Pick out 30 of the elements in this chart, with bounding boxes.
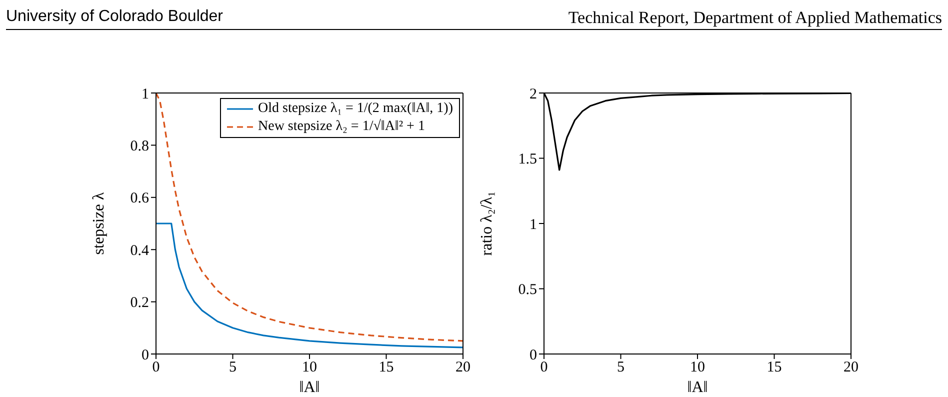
y-tick-label: 0.4 [130, 242, 150, 259]
x-tick-label: 10 [690, 360, 705, 376]
x-tick-label: 10 [302, 360, 317, 376]
y-tick-label: 0 [530, 347, 537, 364]
y-tick-label: 1.5 [518, 152, 537, 168]
x-tick-label: 0 [152, 360, 160, 376]
y-tick-label: 1 [142, 86, 149, 102]
x-tick-label: 15 [766, 360, 782, 376]
x-tick-label: 15 [378, 360, 394, 376]
y-tick-label: 1 [530, 216, 537, 233]
x-tick-label: 5 [229, 360, 236, 376]
y-tick-label: 2 [530, 86, 537, 102]
legend-label: New stepsize λ₂ = 1/√‖A‖² + 1 [258, 118, 425, 136]
legend-label: Old stepsize λ₁ = 1/(2 max(‖A‖, 1)) [258, 100, 453, 118]
y-tick-label: 0 [142, 347, 149, 364]
line-series [156, 222, 463, 348]
y-tick-label: 0.2 [130, 295, 149, 312]
text: Technical Report, Department of Applied Mathematics [568, 8, 942, 28]
x-tick-label: 20 [844, 360, 858, 376]
y-tick-label: 0.5 [518, 282, 537, 298]
text: University of Colorado Boulder [6, 8, 223, 26]
x-tick-label: 5 [617, 360, 624, 376]
x-tick-label: 0 [540, 360, 548, 376]
y-axis-title: stepsize λ [90, 192, 108, 255]
y-tick-label: 0.8 [130, 138, 149, 155]
x-tick-label: 20 [456, 360, 470, 376]
y-axis-title: ratio λ₂/λ₁ [478, 191, 496, 256]
y-tick-label: 0.6 [130, 190, 150, 207]
x-axis-title: ‖A‖ [299, 379, 320, 396]
x-axis-title: ‖A‖ [687, 379, 708, 396]
